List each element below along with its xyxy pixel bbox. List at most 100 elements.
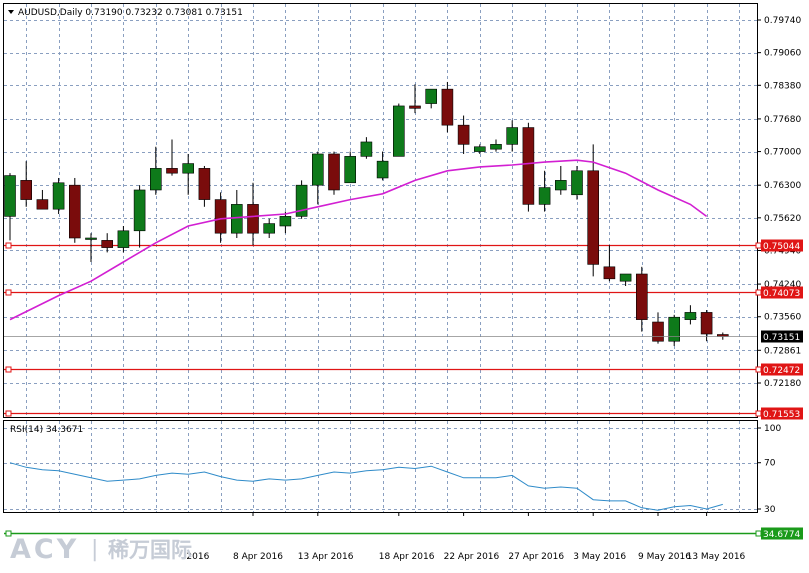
resistance-levels: 0.75044 0.74073 0.72472 0.71553 <box>4 239 803 420</box>
candle <box>166 139 178 176</box>
level-handle <box>755 242 762 249</box>
candle <box>182 153 194 195</box>
time-tick-label: 18 Apr 2016 <box>379 552 435 562</box>
candle <box>263 218 276 238</box>
time-tick-label: 27 Apr 2016 <box>508 552 564 562</box>
candle-body <box>635 273 648 320</box>
level-handle <box>5 289 12 296</box>
candle <box>652 312 664 344</box>
rsi-axis: 100 70 30 <box>757 424 781 515</box>
candle-body <box>214 199 227 234</box>
candle <box>619 273 632 287</box>
candle <box>4 173 16 241</box>
candle <box>247 182 259 246</box>
symbol-title: AUDUSD,Daily 0.73190 0.73232 0.73081 0.7… <box>18 8 243 18</box>
candle <box>473 144 486 154</box>
level-handle <box>755 530 762 537</box>
candle <box>85 233 97 262</box>
candle-body <box>684 312 697 320</box>
watermark-brand: ACY <box>10 534 79 565</box>
candle <box>231 189 243 238</box>
moving-average-line <box>9 159 708 321</box>
rsi-tick-label: 100 <box>764 424 781 434</box>
rsi-level-label: 34.6774 <box>763 530 800 540</box>
candle-body <box>263 223 276 234</box>
candle-body <box>231 204 243 234</box>
current-price-label: 0.73151 <box>763 333 800 343</box>
current-price-badge <box>761 330 803 343</box>
candle-body <box>311 153 324 186</box>
triangle-down-icon[interactable] <box>8 10 14 14</box>
candle-body <box>716 334 729 337</box>
candle <box>69 177 81 243</box>
candle <box>457 115 470 154</box>
acy-logo: ACY | 稀万国际 <box>10 534 192 565</box>
candle <box>409 84 421 114</box>
candle-body <box>117 230 130 248</box>
candle-body <box>4 175 16 217</box>
candle <box>101 233 113 253</box>
candle <box>117 225 130 253</box>
price-tick-label: 0.77000 <box>764 148 801 158</box>
candle <box>328 151 340 195</box>
candle-body <box>652 321 664 342</box>
candle-body <box>554 180 567 191</box>
candle <box>344 151 357 184</box>
candle <box>506 120 519 152</box>
candle <box>522 122 535 212</box>
rsi-tick-label: 30 <box>764 505 776 515</box>
candle <box>36 189 49 210</box>
price-tick-label: 0.72180 <box>764 379 801 389</box>
candle-body <box>198 168 211 200</box>
candle <box>441 81 454 133</box>
candle-body <box>587 170 600 265</box>
price-tick-label: 0.78380 <box>764 81 801 91</box>
grid <box>4 4 757 512</box>
candle-body <box>376 160 389 179</box>
candle <box>150 146 162 195</box>
candle <box>214 192 227 243</box>
current-price: 0.73151 <box>4 330 803 343</box>
candle-body <box>571 170 583 196</box>
level-handle <box>5 530 12 537</box>
candle <box>684 305 697 325</box>
candle <box>392 103 405 157</box>
candle <box>20 161 33 207</box>
candle-body <box>295 184 308 217</box>
candle <box>538 170 551 212</box>
candlesticks <box>4 81 729 347</box>
price-tick-label: 0.75620 <box>764 214 801 224</box>
level-handle <box>755 289 762 296</box>
candle <box>360 137 373 159</box>
level-badge <box>761 363 803 376</box>
price-tick-label: 0.77680 <box>764 115 801 125</box>
candle-body <box>133 189 146 232</box>
candle <box>295 180 308 219</box>
price-tick-label: 0.79060 <box>764 49 801 59</box>
candle <box>133 185 146 248</box>
candle <box>587 144 600 277</box>
candle <box>311 151 324 205</box>
candle-body <box>20 180 33 200</box>
candle-body <box>506 127 519 145</box>
candle-body <box>360 141 373 157</box>
time-tick-label: 3 May 2016 <box>573 552 626 562</box>
level-badge <box>761 239 803 252</box>
time-tick-label: 13 Apr 2016 <box>298 552 354 562</box>
time-tick-label: 8 Apr 2016 <box>233 552 283 562</box>
candle-body <box>36 199 49 210</box>
candle-body <box>409 105 421 109</box>
candle <box>376 151 389 181</box>
candle-body <box>619 273 632 282</box>
candle-body <box>538 187 551 205</box>
candle <box>490 139 502 152</box>
rsi-line <box>9 462 723 511</box>
rsi-pane-frame <box>3 420 758 513</box>
main-pane-frame <box>3 3 758 418</box>
rsi-level: 34.6774 <box>4 527 803 540</box>
candle-body <box>344 156 357 184</box>
candle <box>198 165 211 207</box>
price-tick-label: 0.72861 <box>764 346 801 356</box>
